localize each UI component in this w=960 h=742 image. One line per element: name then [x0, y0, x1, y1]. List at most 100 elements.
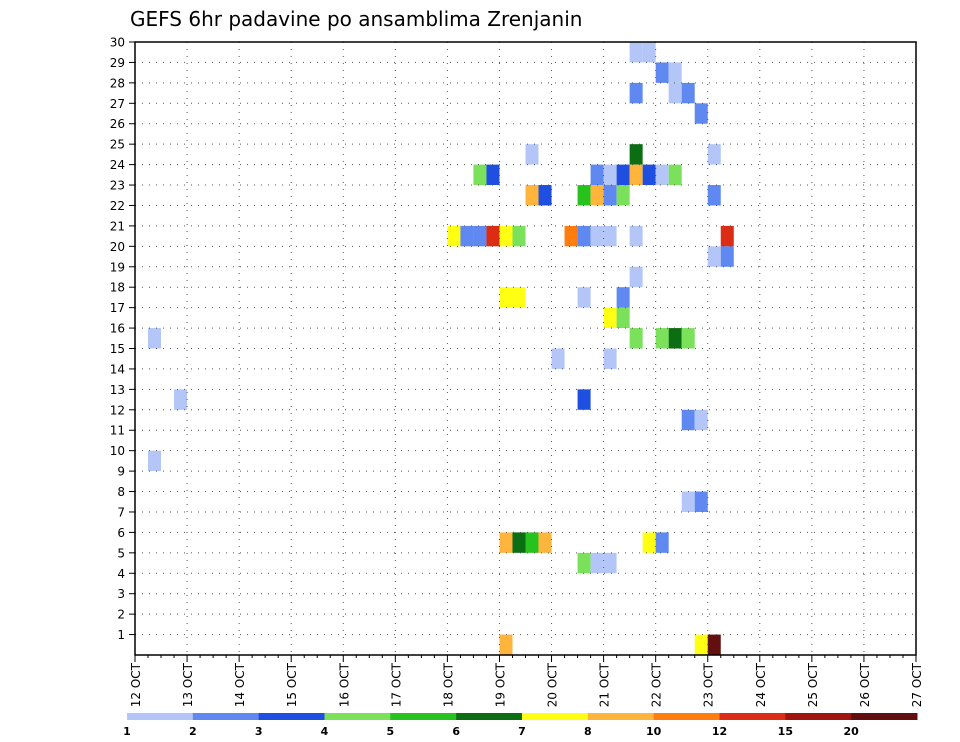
heatmap-cell: [694, 491, 708, 512]
colorbar-label: 20: [844, 725, 860, 738]
heatmap-cell: [655, 164, 669, 186]
plot-frame: [134, 41, 917, 656]
heatmap-cell: [564, 225, 578, 247]
heatmap-cell: [603, 552, 617, 574]
heatmap-cell: [629, 144, 643, 165]
colorbar-label: 7: [518, 725, 526, 738]
colorbar-swatch: [324, 713, 391, 720]
colorbar-swatch: [587, 713, 655, 720]
heatmap-cell: [629, 266, 643, 288]
y-tick-label: 30: [110, 36, 125, 50]
colorbar-swatch: [719, 713, 786, 720]
x-tick-label: 22 OCT: [650, 662, 664, 707]
y-tick-label: 9: [117, 465, 125, 479]
heatmap-cell: [681, 82, 695, 104]
colorbar-swatch: [456, 713, 523, 720]
heatmap-cell: [603, 225, 617, 247]
heatmap-cell: [590, 552, 604, 574]
heatmap-cell: [616, 164, 630, 186]
colorbar-label: 12: [712, 725, 727, 738]
y-tick-label: 7: [117, 505, 125, 519]
heatmap-cell: [694, 409, 708, 431]
heatmap-cell: [694, 634, 708, 655]
heatmap-cell: [577, 287, 591, 308]
heatmap-cell: [538, 185, 552, 206]
heatmap-cell: [551, 348, 565, 369]
x-tick-label: 24 OCT: [754, 662, 768, 707]
heatmap-cell: [707, 185, 721, 206]
heatmap-cell: [603, 164, 617, 186]
x-tick-label: 25 OCT: [806, 662, 820, 707]
heatmap-cell: [603, 185, 617, 206]
heatmap-cell: [538, 532, 552, 553]
x-tick-label: 12 OCT: [129, 662, 143, 707]
heatmap-cell: [668, 164, 682, 186]
heatmap-cell: [499, 225, 513, 247]
y-tick-label: 6: [117, 526, 125, 540]
colorbar-label: 3: [255, 725, 263, 738]
x-axis: 12 OCT 13 OCT 14 OCT 15 OCT 16 OCT 17 OCT 18 O…: [129, 655, 924, 707]
y-tick-label: 29: [110, 56, 125, 70]
y-axis: 1234567891011121314151617181920212223242…: [110, 36, 135, 642]
heatmap-cell: [486, 164, 500, 186]
heatmap-cell: [460, 225, 474, 247]
heatmap-cell: [525, 144, 539, 165]
heatmap-cell: [525, 532, 539, 553]
heatmap-cell: [642, 532, 656, 553]
heatmap-cell: [629, 225, 643, 247]
grid-lines: [135, 42, 916, 655]
y-tick-label: 3: [117, 587, 125, 601]
heatmap-cell: [577, 225, 591, 247]
y-tick-label: 17: [110, 301, 125, 315]
y-tick-label: 10: [110, 444, 125, 458]
heatmap-cell: [668, 82, 682, 104]
colorbar-swatch: [192, 713, 260, 720]
heatmap-cell: [707, 634, 721, 655]
heatmap-cell: [629, 164, 643, 186]
colorbar-label: 1: [123, 725, 131, 738]
heatmap-cell: [655, 532, 669, 553]
heatmap-cell: [629, 42, 643, 63]
y-tick-label: 23: [110, 179, 125, 193]
colorbar-label: 15: [778, 725, 793, 738]
colorbar-label: 2: [189, 725, 197, 738]
heatmap-cell: [707, 144, 721, 165]
y-tick-label: 5: [117, 546, 125, 560]
heatmap-cell: [473, 164, 487, 186]
y-tick-label: 8: [117, 485, 125, 499]
heatmap-cell: [148, 328, 162, 349]
heatmap-cell: [681, 491, 695, 512]
heatmap-cell: [694, 103, 708, 124]
colorbar-label: 6: [452, 725, 460, 738]
colorbar-swatch: [390, 713, 457, 720]
heatmap-cell: [512, 532, 526, 553]
chart-title: GEFS 6hr padavine po ansamblima Zrenjani…: [130, 7, 582, 31]
heatmap-cell: [590, 164, 604, 186]
heatmap-cell: [668, 62, 682, 83]
heatmap-cell: [720, 246, 734, 267]
y-tick-label: 14: [110, 362, 125, 376]
colorbar-legend: 1 2 3 4 5 6 7 8 10 12 15 20: [123, 713, 918, 738]
colorbar-swatch: [653, 713, 720, 720]
heatmap-cell: [525, 185, 539, 206]
heatmap-cell: [655, 328, 669, 349]
x-tick-label: 18 OCT: [441, 662, 455, 707]
y-tick-label: 16: [110, 322, 125, 336]
heatmap-cell: [590, 225, 604, 247]
y-tick-label: 27: [110, 97, 125, 111]
y-tick-label: 15: [110, 342, 125, 356]
y-tick-label: 1: [117, 628, 125, 642]
x-tick-label: 15 OCT: [285, 662, 299, 707]
heatmap-cell: [512, 287, 526, 308]
y-tick-label: 20: [110, 240, 125, 254]
heatmap-cell: [499, 634, 513, 655]
y-tick-label: 12: [110, 403, 125, 417]
y-tick-label: 19: [110, 260, 125, 274]
y-tick-label: 18: [110, 281, 125, 295]
heatmap-cell: [616, 307, 630, 329]
y-tick-label: 4: [117, 567, 125, 581]
x-tick-label: 26 OCT: [858, 662, 872, 707]
x-tick-label: 20 OCT: [546, 662, 560, 707]
y-tick-label: 25: [110, 138, 125, 152]
heatmap-cell: [642, 42, 656, 63]
